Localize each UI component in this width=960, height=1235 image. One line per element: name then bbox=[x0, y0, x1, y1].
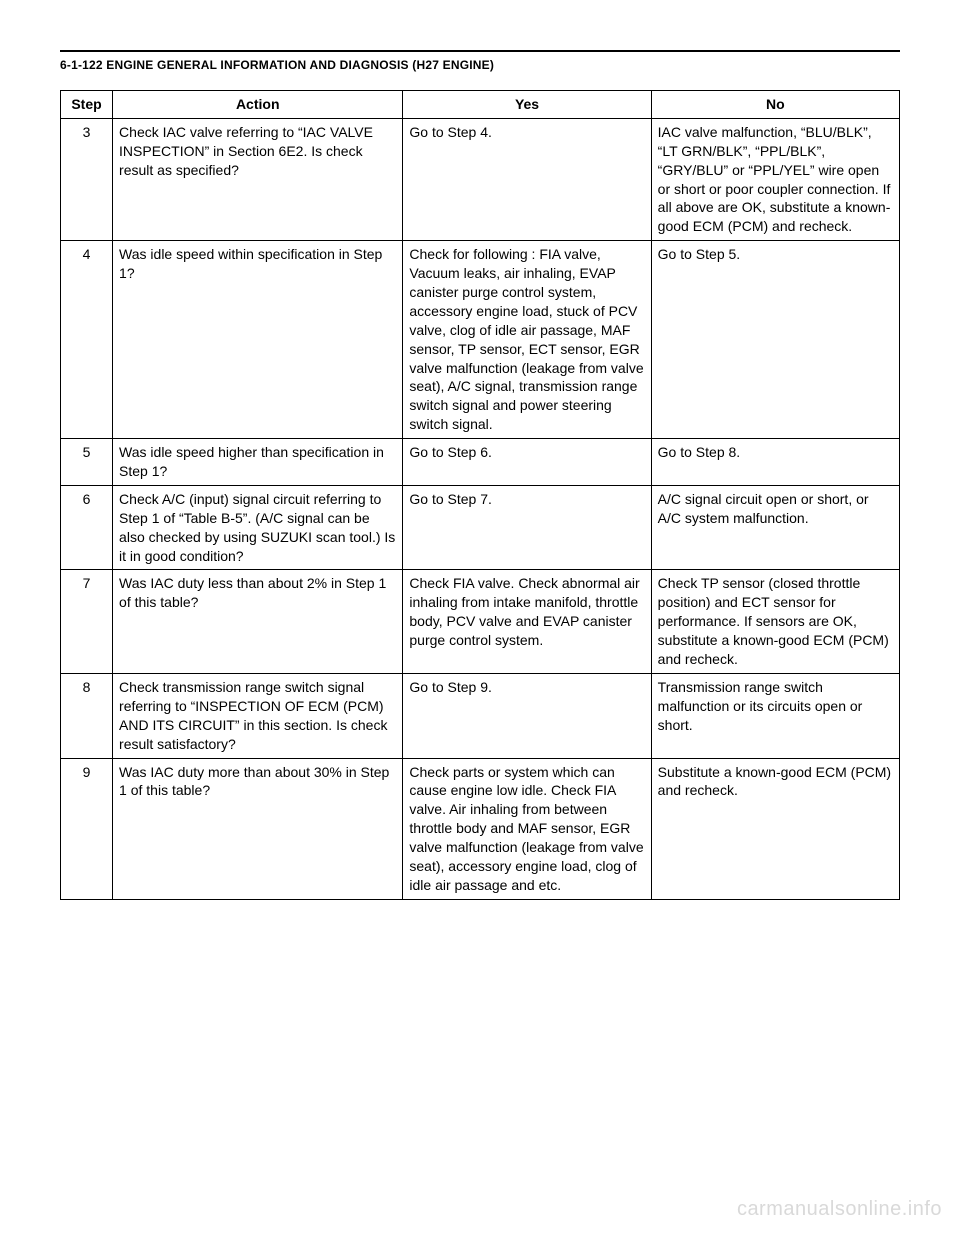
cell-no: Transmission range switch malfunction or… bbox=[651, 673, 899, 758]
table-header-row: Step Action Yes No bbox=[61, 91, 900, 119]
cell-action: Check transmission range switch signal r… bbox=[113, 673, 403, 758]
cell-yes: Check FIA valve. Check abnormal air inha… bbox=[403, 570, 651, 673]
cell-action: Was idle speed higher than specification… bbox=[113, 439, 403, 486]
cell-no: Go to Step 5. bbox=[651, 241, 899, 439]
cell-no: A/C signal circuit open or short, or A/C… bbox=[651, 485, 899, 570]
table-row: 9 Was IAC duty more than about 30% in St… bbox=[61, 758, 900, 899]
cell-step: 5 bbox=[61, 439, 113, 486]
cell-yes: Check parts or system which can cause en… bbox=[403, 758, 651, 899]
col-header-no: No bbox=[651, 91, 899, 119]
cell-yes: Go to Step 9. bbox=[403, 673, 651, 758]
cell-action: Was idle speed within specification in S… bbox=[113, 241, 403, 439]
cell-action: Check A/C (input) signal circuit referri… bbox=[113, 485, 403, 570]
cell-no: IAC valve malfunction, “BLU/BLK”, “LT GR… bbox=[651, 118, 899, 240]
table-row: 4 Was idle speed within specification in… bbox=[61, 241, 900, 439]
watermark-text: carmanualsonline.info bbox=[737, 1198, 942, 1221]
table-row: 6 Check A/C (input) signal circuit refer… bbox=[61, 485, 900, 570]
page-header-title: 6-1-122 ENGINE GENERAL INFORMATION AND D… bbox=[60, 58, 900, 72]
cell-yes: Go to Step 4. bbox=[403, 118, 651, 240]
header-rule bbox=[60, 50, 900, 52]
col-header-action: Action bbox=[113, 91, 403, 119]
table-row: 3 Check IAC valve referring to “IAC VALV… bbox=[61, 118, 900, 240]
cell-step: 6 bbox=[61, 485, 113, 570]
cell-action: Was IAC duty more than about 30% in Step… bbox=[113, 758, 403, 899]
cell-step: 3 bbox=[61, 118, 113, 240]
table-row: 7 Was IAC duty less than about 2% in Ste… bbox=[61, 570, 900, 673]
col-header-yes: Yes bbox=[403, 91, 651, 119]
cell-yes: Go to Step 6. bbox=[403, 439, 651, 486]
cell-step: 8 bbox=[61, 673, 113, 758]
cell-action: Check IAC valve referring to “IAC VALVE … bbox=[113, 118, 403, 240]
table-row: 5 Was idle speed higher than specificati… bbox=[61, 439, 900, 486]
cell-step: 4 bbox=[61, 241, 113, 439]
cell-step: 9 bbox=[61, 758, 113, 899]
page-container: 6-1-122 ENGINE GENERAL INFORMATION AND D… bbox=[0, 0, 960, 900]
table-body: 3 Check IAC valve referring to “IAC VALV… bbox=[61, 118, 900, 899]
col-header-step: Step bbox=[61, 91, 113, 119]
cell-action: Was IAC duty less than about 2% in Step … bbox=[113, 570, 403, 673]
table-row: 8 Check transmission range switch signal… bbox=[61, 673, 900, 758]
cell-no: Check TP sensor (closed throttle positio… bbox=[651, 570, 899, 673]
cell-step: 7 bbox=[61, 570, 113, 673]
cell-yes: Go to Step 7. bbox=[403, 485, 651, 570]
diagnosis-table: Step Action Yes No 3 Check IAC valve ref… bbox=[60, 90, 900, 900]
cell-yes: Check for following : FIA valve, Vacuum … bbox=[403, 241, 651, 439]
cell-no: Go to Step 8. bbox=[651, 439, 899, 486]
cell-no: Substitute a known-good ECM (PCM) and re… bbox=[651, 758, 899, 899]
